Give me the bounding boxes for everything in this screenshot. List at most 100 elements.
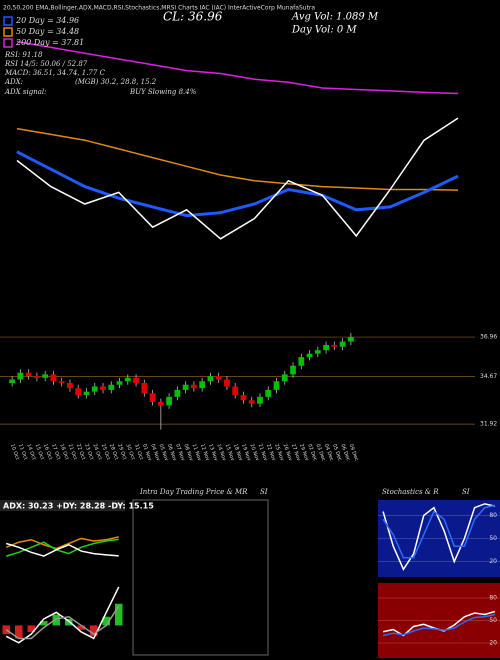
candle-body [25, 372, 32, 377]
y-tick-label: 20 [489, 640, 497, 647]
x-tick-label: 13 Nov [207, 443, 219, 462]
candle-body [306, 353, 313, 358]
x-tick-label: 02 Dec [306, 443, 318, 462]
histogram-bar [40, 621, 48, 626]
candle-body [290, 365, 296, 375]
legend-entry: 20 Day = 34.96 [15, 16, 79, 25]
series-line [382, 613, 496, 637]
candle-body [67, 383, 73, 389]
candle-body [133, 377, 139, 383]
legend-swatch [3, 16, 13, 26]
intraday-title: Intra Day Trading Price & MR [139, 488, 248, 496]
candle-body [257, 396, 263, 404]
candle-body [273, 381, 280, 390]
x-tick-label: 06 Nov [166, 443, 178, 462]
x-tick-label: 27 Nov [290, 443, 302, 462]
x-tick-label: 12 Nov [199, 443, 211, 462]
adx-signal: ADX signal: [4, 88, 46, 96]
candle-body [157, 402, 164, 406]
x-tick-label: 04 Nov [149, 443, 161, 462]
histogram-bar [115, 603, 123, 626]
x-tick-label: 01 Nov [141, 443, 153, 462]
candle-body [58, 381, 65, 383]
series-line [382, 504, 496, 559]
histogram-bar [102, 616, 110, 626]
series-line [16, 117, 459, 240]
x-tick-label: 24 Oct [91, 443, 102, 461]
adx: ADX: [4, 78, 23, 86]
rsi-14-5: RSI 14/5: 50.06 / 52.87 [4, 60, 88, 68]
histogram-bar [77, 625, 85, 630]
candle-body [9, 379, 16, 383]
candle-body [347, 337, 354, 342]
candle-body [50, 374, 57, 382]
candle-body [323, 345, 329, 351]
y-tick-label: 50 [489, 617, 497, 624]
x-tick-label: 21 Oct [67, 443, 78, 461]
close-label: CL: 36.96 [163, 10, 223, 24]
y-tick-label: 31.92 [480, 421, 497, 428]
x-tick-label: 20 Nov [248, 443, 260, 462]
x-tick-label: 18 Oct [58, 443, 69, 461]
y-tick-label: 20 [489, 558, 497, 565]
x-tick-label: 26 Nov [281, 443, 293, 462]
y-tick-label: 36.96 [480, 334, 497, 341]
x-tick-label: 29 Oct [116, 443, 127, 461]
candle-body [75, 388, 82, 396]
candle-body [116, 381, 123, 385]
series-line [16, 127, 459, 191]
x-tick-label: 17 Oct [50, 443, 61, 461]
candle-body [314, 350, 321, 354]
legend-entry: 200 Day = 37.81 [15, 38, 84, 47]
candle-body [281, 374, 288, 382]
candle-body [207, 376, 214, 382]
x-tick-label: 06 Dec [339, 443, 351, 462]
x-tick-label: 19 Nov [240, 443, 252, 462]
candle-body [174, 389, 181, 397]
legend-swatch [3, 27, 13, 37]
x-tick-label: 15 Nov [224, 443, 236, 462]
histogram-bar [90, 625, 98, 637]
x-tick-label: 21 Nov [257, 443, 269, 462]
panel-suffix: SI [462, 488, 470, 496]
rsi: RSI: 91.18 [4, 51, 43, 59]
x-tick-label: 22 Oct [75, 443, 86, 461]
panel-subtitle: ADX: 30.23 +DY: 28.28 -DY: 15.15 [3, 502, 154, 511]
candle-body [248, 400, 255, 404]
x-tick-label: 25 Oct [100, 443, 111, 461]
title: 20,50,200 EMA,Bollinger,ADX,MACD,RSI,Sto… [3, 5, 315, 12]
candle-body [17, 372, 24, 380]
x-tick-label: 15 Oct [34, 443, 45, 461]
series-line [5, 536, 119, 550]
x-tick-label: 09 Dec [348, 443, 360, 462]
x-tick-label: 07 Nov [174, 443, 186, 462]
x-tick-label: 16 Oct [42, 443, 53, 461]
candle-body [42, 374, 49, 378]
histogram-bar [65, 618, 73, 626]
y-tick-label: 50 [489, 535, 497, 542]
avg-vol: Avg Vol: 1.089 M [291, 12, 379, 23]
candle-body [108, 384, 115, 390]
candle-body [215, 376, 222, 380]
x-tick-label: 14 Oct [25, 443, 36, 461]
series-line [16, 150, 459, 218]
day-vol: Day Vol: 0 M [291, 25, 357, 36]
candle-body [298, 357, 305, 366]
x-tick-label: 14 Nov [215, 443, 227, 462]
candle-body [141, 383, 148, 394]
legend-entry: 50 Day = 34.48 [16, 27, 79, 36]
y-tick-label: 34.67 [480, 373, 497, 380]
x-tick-label: 11 Nov [191, 443, 203, 462]
series-line [6, 542, 119, 557]
signal: BUY Slowing 8.4% [129, 88, 197, 96]
candle-body [331, 345, 338, 347]
candle-body [100, 386, 106, 390]
x-tick-label: 05 Nov [158, 443, 170, 462]
series-line [5, 605, 120, 640]
x-tick-label: 04 Dec [323, 443, 335, 462]
intraday-suffix: SI [260, 488, 268, 496]
subtitle-bg [0, 500, 125, 511]
x-tick-label: 05 Dec [331, 443, 343, 462]
